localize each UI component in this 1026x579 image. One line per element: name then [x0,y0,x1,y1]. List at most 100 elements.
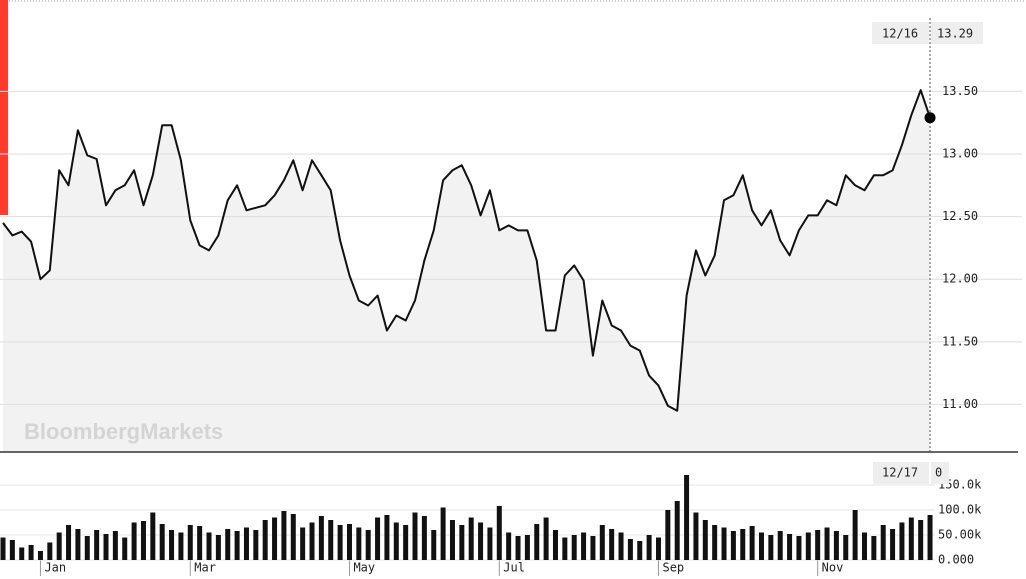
volume-bar [674,501,680,560]
volume-bar [281,511,287,560]
volume-bar [94,530,100,560]
x-tick-label: Sep [662,561,684,575]
volume-bar [665,510,671,560]
volume-bar [187,525,193,560]
volume-bar [899,522,905,560]
volume-bar [805,532,811,560]
volume-bar [449,520,455,560]
last-point [924,112,936,124]
volume-bar [234,531,240,560]
volume-bar [740,529,746,560]
volume-bar [421,516,427,560]
volume-bar [524,535,530,560]
volume-bar [843,535,849,560]
x-tick-label: Nov [822,561,844,575]
volume-bar [702,520,708,560]
volume-bar [178,532,184,560]
date-callout [872,22,929,44]
value-callout [931,462,949,484]
volume-bar [169,530,175,560]
volume-bar [918,520,924,560]
volume-bar [627,539,633,560]
volume-bar [9,540,15,560]
y-tick-label: 11.00 [942,397,978,411]
x-tick-label: Mar [194,561,216,575]
volume-bar [431,530,437,560]
volume-bar [908,517,914,560]
volume-bar [384,515,390,560]
volume-bar [290,514,296,560]
volume-bar [824,527,830,560]
volume-bar [206,532,212,560]
volume-bar [552,530,558,560]
volume-bar [272,517,278,560]
volume-bar [131,522,137,560]
volume-bar [684,475,690,560]
volume-bar [19,547,25,560]
volume-bar [890,529,896,560]
volume-bar [66,525,72,560]
volume-bar [534,524,540,560]
volume-bar [122,537,128,560]
y-tick-label: 13.50 [942,84,978,98]
y-tick-label: 12.00 [942,272,978,286]
volume-bar [861,532,867,560]
volume-bar [618,532,624,560]
volume-bar [562,537,568,560]
y-tick-label: 13.00 [942,147,978,161]
volume-bar [506,532,512,560]
volume-bar [140,521,146,560]
volume-bar [356,527,362,560]
volume-bar [515,536,521,560]
volume-bar [927,515,933,560]
volume-bar [262,520,268,560]
volume-bar [478,522,484,560]
volume-bar [0,537,6,560]
volume-bar [103,534,109,560]
volume-bar [693,512,699,560]
volume-bar [365,530,371,560]
volume-bar [375,517,381,560]
volume-bar [768,535,774,560]
volume-bar [758,532,764,560]
volume-bar [496,506,502,560]
volume-bar [197,526,203,560]
volume-bar [393,522,399,560]
volume-bar [56,532,62,560]
date-callout-label: 12/16 [882,27,918,41]
y-tick-label: 0.000 [938,553,974,567]
volume-bar [487,527,493,560]
y-tick-label: 11.50 [942,334,978,348]
y-tick-label: 12.50 [942,209,978,223]
volume-bar [37,551,43,560]
volume-bar [328,520,334,560]
volume-bar [243,527,249,560]
volume-bar [730,531,736,560]
volume-bar [590,536,596,560]
volume-bar [543,517,549,560]
volume-bar [253,530,259,560]
volume-bar [787,534,793,560]
volume-bar [28,545,34,560]
watermark: BloombergMarkets [24,419,223,444]
volume-bar [833,531,839,560]
volume-bar [459,525,465,560]
volume-bar [412,512,418,560]
volume-bar [468,517,474,560]
volume-bar [581,532,587,560]
price-line [2,89,931,412]
volume-bar [337,525,343,560]
y-tick-label: 50.00k [938,528,982,542]
volume-bar [403,525,409,560]
date-callout [873,462,929,484]
value-callout-label: 13.29 [937,27,973,41]
volume-bar [777,531,783,560]
volume-bar [796,536,802,560]
volume-bar [300,527,306,560]
volume-bar [215,535,221,560]
volume-bar [712,525,718,560]
volume-bar [599,525,605,560]
volume-bar [159,524,165,560]
x-tick-label: Jan [44,561,66,575]
value-callout [931,22,983,44]
